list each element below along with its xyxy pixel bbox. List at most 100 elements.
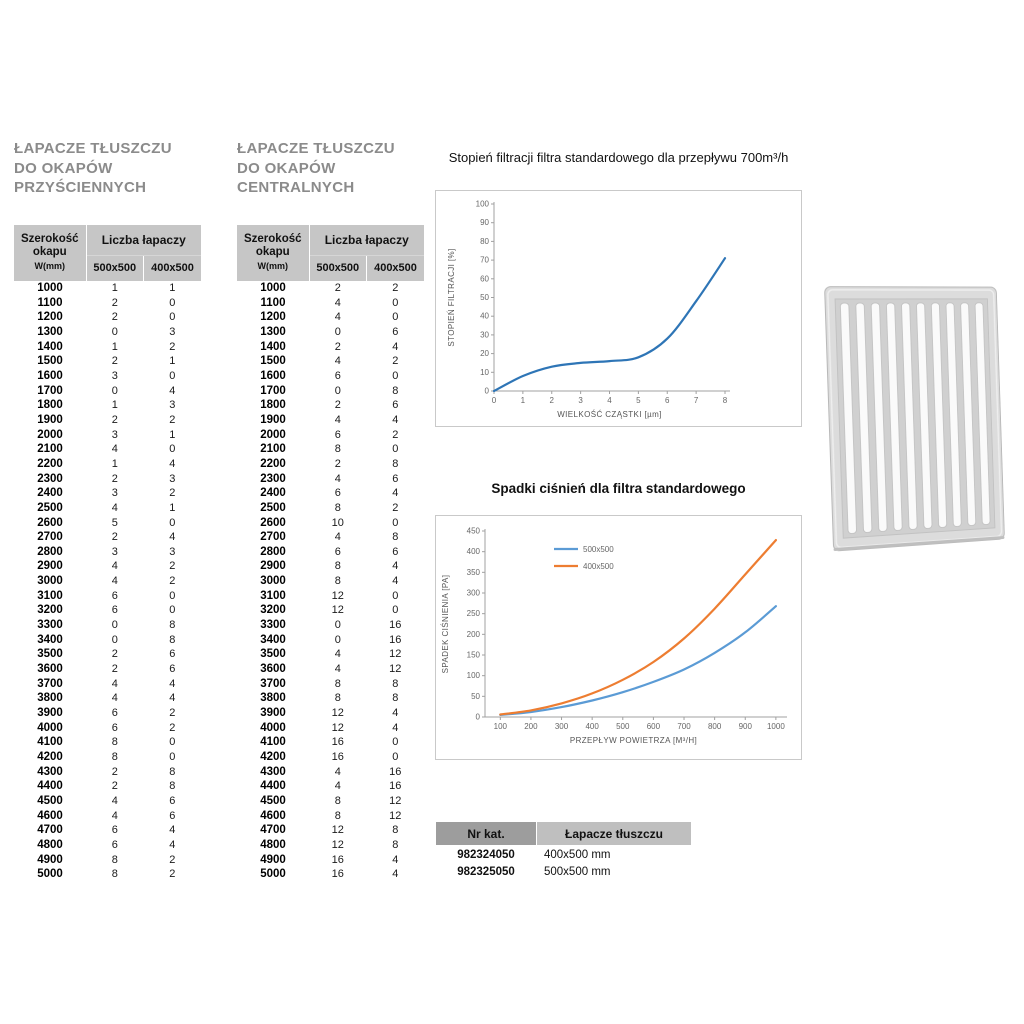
table-row: 2500 4 1: [14, 501, 201, 516]
table-row: 4000 6 2: [14, 721, 201, 736]
count-400x500-cell: 8: [169, 633, 176, 646]
width-column-header: Szerokość okapu W(mm): [14, 225, 86, 281]
count-500x500-cell: 6: [111, 604, 118, 617]
table-row: 3800 8 8: [237, 691, 424, 706]
count-500x500-cell: 8: [111, 853, 118, 866]
svg-text:500x500: 500x500: [583, 545, 614, 554]
hood-width-cell: 4800: [260, 838, 286, 851]
svg-text:8: 8: [723, 396, 728, 405]
count-500x500-cell: 2: [334, 282, 341, 294]
hood-width-cell: 4400: [37, 780, 63, 793]
count-400x500-cell: 4: [392, 413, 399, 426]
table-row: 1400 1 2: [14, 340, 201, 355]
table-row: 2500 8 2: [237, 501, 424, 516]
count-400x500-cell: 2: [169, 575, 176, 588]
count-400x500-cell: 6: [392, 545, 399, 558]
count-500x500-cell: 16: [331, 868, 344, 881]
table-row: 1100 4 0: [237, 296, 424, 311]
table-row: 4700 6 4: [14, 823, 201, 838]
hood-width-cell: 3100: [260, 589, 286, 602]
count-500x500-cell: 1: [111, 282, 118, 294]
count-500x500-cell: 4: [334, 413, 341, 426]
hood-width-cell: 1600: [37, 369, 63, 382]
count-400x500-cell: 3: [169, 472, 176, 485]
table-row: 4000 12 4: [237, 721, 424, 736]
count-400x500-cell: 8: [392, 677, 399, 690]
count-500x500-cell: 1: [111, 340, 118, 353]
svg-text:150: 150: [467, 651, 481, 660]
table-row: 3700 4 4: [14, 677, 201, 692]
title-line: ŁAPACZE TŁUSZCZU: [14, 140, 172, 157]
hood-width-cell: 1000: [37, 282, 63, 294]
table-row: 3800 4 4: [14, 691, 201, 706]
table-row: 3600 2 6: [14, 662, 201, 677]
svg-text:PRZEPŁYW POWIETRZA [M³/H]: PRZEPŁYW POWIETRZA [M³/H]: [570, 736, 697, 745]
count-400x500-cell: 6: [169, 794, 176, 807]
table-row: 4400 4 16: [237, 779, 424, 794]
table-row: 1500 2 1: [14, 354, 201, 369]
title-line: DO OKAPÓW: [14, 159, 113, 177]
table-row: 4500 4 6: [14, 794, 201, 809]
table-row: 1200 2 0: [14, 310, 201, 325]
table-row: 1100 2 0: [14, 296, 201, 311]
table-row: 4300 2 8: [14, 765, 201, 780]
grease-filter-image: [822, 283, 1008, 569]
svg-text:100: 100: [494, 722, 508, 731]
count-400x500-cell: 2: [169, 853, 176, 866]
hood-width-cell: 5000: [260, 868, 286, 881]
count-500x500-cell: 1: [111, 457, 118, 470]
hood-width-cell: 3300: [260, 619, 286, 632]
count-500x500-cell: 3: [111, 369, 118, 382]
count-400x500-cell: 0: [392, 604, 399, 617]
hood-width-cell: 2400: [260, 487, 286, 500]
hood-width-cell: 3700: [37, 677, 63, 690]
table-row: 1300 0 6: [237, 325, 424, 340]
count-500x500-cell: 2: [111, 663, 118, 676]
catalog-row: 982324050 400x500 mm: [436, 847, 691, 862]
svg-text:1: 1: [521, 396, 526, 405]
hood-width-cell: 1800: [37, 399, 63, 412]
hood-width-cell: 2400: [37, 487, 63, 500]
count-400x500-cell: 0: [169, 736, 176, 749]
central-hoods-table: Szerokość okapu W(mm) Liczba łapaczy 500…: [237, 225, 424, 882]
count-400x500-cell: 4: [169, 692, 176, 705]
count-400x500-cell: 0: [392, 311, 399, 324]
count-400x500-cell: 4: [392, 707, 399, 720]
count-500x500-cell: 6: [111, 824, 118, 837]
table-row: 3500 2 6: [14, 647, 201, 662]
count-400x500-cell: 8: [169, 619, 176, 632]
table-row: 2200 1 4: [14, 457, 201, 472]
count-400x500-cell: 4: [392, 487, 399, 500]
count-500x500-cell: 0: [334, 325, 341, 338]
count-400x500-cell: 4: [169, 384, 176, 397]
hood-width-cell: 4900: [37, 853, 63, 866]
table-row: 4600 4 6: [14, 809, 201, 824]
catalog-number-header: Nr kat.: [436, 822, 536, 845]
svg-text:2: 2: [550, 396, 555, 405]
count-400x500-cell: 4: [392, 853, 399, 866]
count-500x500-cell: 8: [334, 677, 341, 690]
wall-hoods-table-body: 1000 1 1 1100 2 0 1200 2 0 1300 0 3 1400 1 2 1500 2 1 1600…: [14, 281, 201, 882]
count-400x500-cell: 0: [169, 751, 176, 763]
count-400x500-cell: 0: [392, 589, 399, 602]
count-500x500-cell: 6: [334, 545, 341, 558]
hood-width-cell: 1500: [37, 355, 63, 368]
count-500x500-cell: 12: [331, 838, 344, 851]
count-500x500-cell: 0: [334, 633, 341, 646]
count-500x500-cell: 4: [334, 765, 341, 778]
hood-width-cell: 1900: [37, 413, 63, 426]
hood-width-cell: 3900: [260, 707, 286, 720]
count-400x500-cell: 0: [169, 516, 176, 529]
table-row: 2900 8 4: [237, 559, 424, 574]
count-400x500-cell: 6: [169, 809, 176, 822]
count-500x500-cell: 1: [111, 399, 118, 412]
title-line: CENTRALNYCH: [237, 179, 355, 196]
count-400x500-cell: 0: [392, 443, 399, 456]
count-400x500-cell: 2: [169, 487, 176, 500]
svg-text:5: 5: [636, 396, 641, 405]
count-400x500-cell: 4: [392, 868, 399, 881]
hood-width-cell: 4500: [37, 794, 63, 807]
table-row: 3500 4 12: [237, 647, 424, 662]
count-500x500-cell: 4: [334, 472, 341, 485]
svg-text:300: 300: [467, 589, 481, 598]
